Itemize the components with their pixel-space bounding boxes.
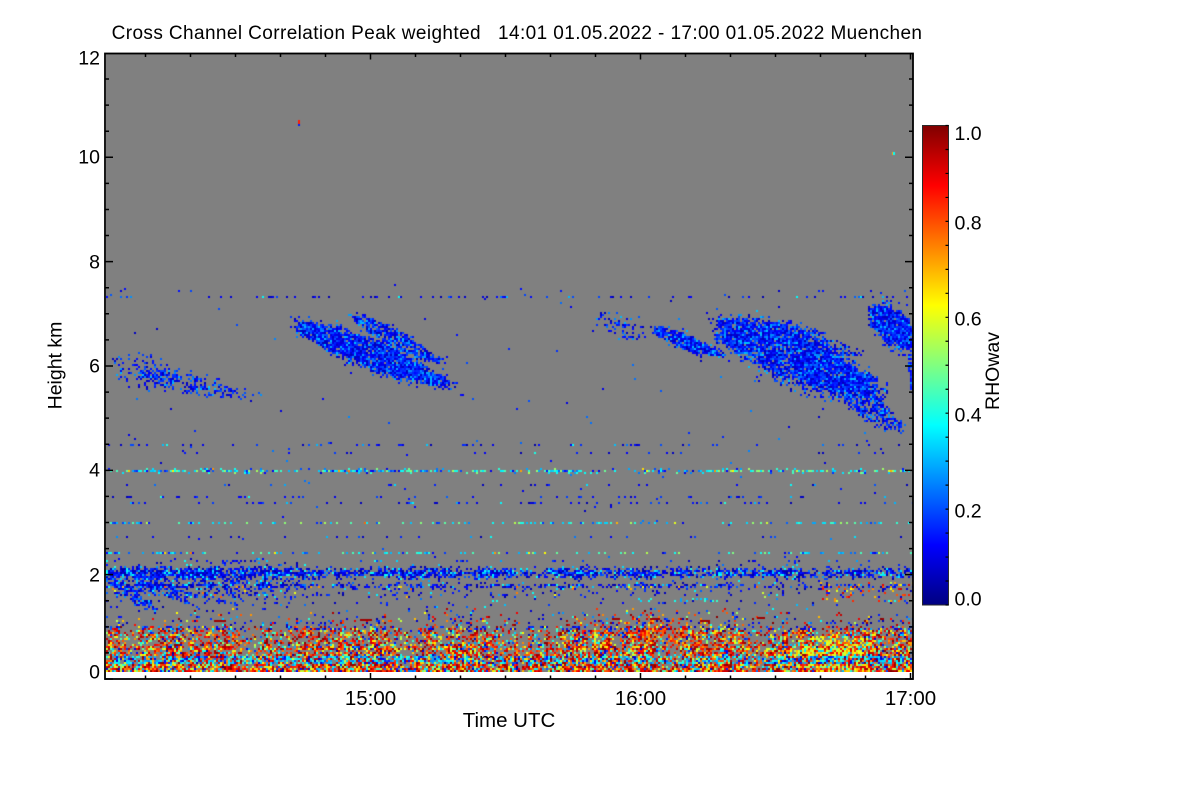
svg-text:2: 2 [89,565,100,587]
svg-text:17:00: 17:00 [885,687,936,710]
svg-text:0.6: 0.6 [955,309,982,331]
svg-text:12: 12 [78,48,100,70]
svg-text:RHOwav: RHOwav [982,332,1004,410]
svg-text:Cross Channel Correlation Peak: Cross Channel Correlation Peak weighted … [112,23,923,44]
svg-text:4: 4 [89,460,100,482]
svg-text:0.0: 0.0 [955,589,982,611]
svg-text:Time UTC: Time UTC [463,709,556,732]
svg-text:Height km: Height km [45,322,67,410]
svg-text:0.4: 0.4 [955,405,982,427]
svg-text:0: 0 [89,662,100,684]
svg-text:16:00: 16:00 [615,687,666,710]
svg-text:1.0: 1.0 [955,123,982,145]
svg-text:0.2: 0.2 [955,501,982,523]
svg-text:6: 6 [89,356,100,378]
svg-text:10: 10 [78,147,100,169]
svg-text:8: 8 [89,252,100,274]
svg-text:0.8: 0.8 [955,213,982,235]
svg-text:15:00: 15:00 [345,687,396,710]
